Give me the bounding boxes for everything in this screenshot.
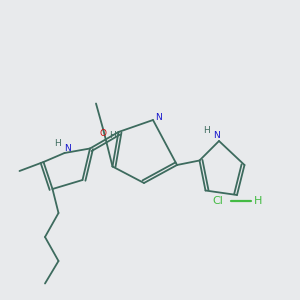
Text: Cl: Cl bbox=[212, 196, 223, 206]
Text: H: H bbox=[55, 139, 61, 148]
Text: H: H bbox=[254, 196, 262, 206]
Text: O: O bbox=[99, 129, 106, 138]
Text: N: N bbox=[64, 144, 71, 153]
Text: N: N bbox=[156, 112, 162, 122]
Text: N: N bbox=[213, 131, 220, 140]
Text: H: H bbox=[109, 131, 116, 140]
Text: H: H bbox=[204, 126, 210, 135]
